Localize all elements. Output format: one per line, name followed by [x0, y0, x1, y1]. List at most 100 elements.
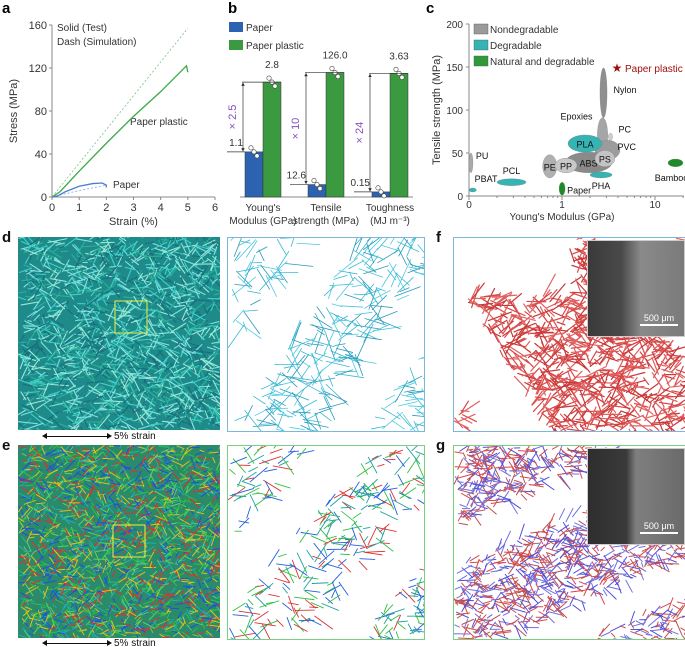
fiber [50, 516, 58, 525]
fiber [338, 325, 358, 341]
fiber [46, 424, 56, 430]
fiber [111, 417, 128, 425]
fiber-network [18, 237, 220, 430]
fiber [179, 482, 185, 493]
fiber [159, 633, 167, 638]
fiber [20, 515, 27, 517]
fold-change-label: × 10 [290, 118, 302, 140]
fiber [351, 520, 358, 527]
fiber [344, 293, 365, 302]
fiber [109, 327, 125, 342]
fiber [344, 538, 356, 541]
fiber [476, 454, 484, 468]
fiber [84, 518, 94, 523]
fiber [629, 414, 644, 422]
fiber [199, 615, 207, 622]
fiber [182, 335, 192, 349]
fiber [416, 484, 424, 487]
fiber [569, 248, 576, 263]
fiber [53, 559, 59, 568]
fiber [29, 449, 42, 459]
fiber [636, 335, 646, 356]
fiber [554, 339, 565, 349]
fiber [349, 271, 354, 281]
fiber [680, 426, 685, 430]
fiber [247, 454, 265, 465]
fiber [41, 564, 54, 570]
fiber [180, 479, 188, 485]
data-point [381, 193, 387, 199]
fiber [591, 411, 598, 424]
fiber [20, 598, 26, 608]
fiber [81, 459, 96, 463]
fiber [396, 620, 409, 623]
fiber [157, 390, 163, 397]
panel-label-g: g [436, 437, 446, 454]
fiber [161, 346, 180, 354]
fiber [152, 549, 158, 554]
fiber [142, 600, 155, 605]
material-region-ps [594, 150, 615, 167]
fiber [342, 345, 361, 366]
fiber [470, 297, 487, 300]
fiber [48, 540, 61, 546]
fiber [169, 349, 179, 358]
legend-swatch [473, 23, 489, 35]
fiber [116, 484, 122, 497]
fiber [56, 635, 63, 638]
fiber [129, 242, 138, 257]
fiber [84, 482, 94, 489]
fiber [94, 541, 99, 546]
fiber [47, 614, 52, 619]
fiber [39, 334, 52, 341]
fiber [29, 347, 42, 362]
fiber [45, 491, 54, 500]
fiber [183, 253, 190, 257]
fiber [32, 384, 41, 399]
fiber [397, 241, 420, 253]
fiber [389, 449, 404, 456]
fiber [180, 498, 187, 509]
fiber [406, 257, 414, 267]
fiber [540, 302, 555, 317]
fiber [233, 238, 242, 257]
fiber [180, 282, 196, 286]
fiber [563, 394, 572, 397]
fiber [362, 238, 381, 251]
legend-swatch [473, 39, 489, 51]
fiber [35, 487, 40, 495]
fiber [264, 488, 270, 498]
fiber [72, 634, 76, 638]
fiber [76, 355, 97, 361]
fiber [367, 456, 378, 474]
fiber [132, 407, 144, 413]
fiber [533, 530, 540, 541]
fiber [103, 367, 114, 371]
fiber [121, 244, 127, 256]
fiber [30, 294, 47, 302]
fiber [380, 612, 393, 622]
fiber [574, 382, 597, 385]
fiber [165, 266, 176, 278]
fiber [204, 574, 219, 580]
material-label: PP [560, 161, 572, 171]
fiber [193, 472, 205, 480]
fiber [43, 462, 49, 467]
fiber [388, 630, 394, 639]
fiber [210, 303, 215, 312]
fiber [210, 566, 216, 574]
fiber [492, 319, 508, 330]
fiber [592, 404, 610, 418]
fiber [19, 478, 26, 481]
fiber [73, 470, 81, 478]
fiber [630, 387, 652, 404]
fiber [370, 425, 386, 430]
fiber [115, 472, 123, 480]
fiber [325, 499, 331, 507]
fiber [323, 396, 336, 420]
fiber [113, 528, 123, 533]
fiber [581, 408, 588, 418]
fiber [207, 615, 214, 628]
fiber [80, 592, 90, 603]
fiber [39, 487, 48, 490]
